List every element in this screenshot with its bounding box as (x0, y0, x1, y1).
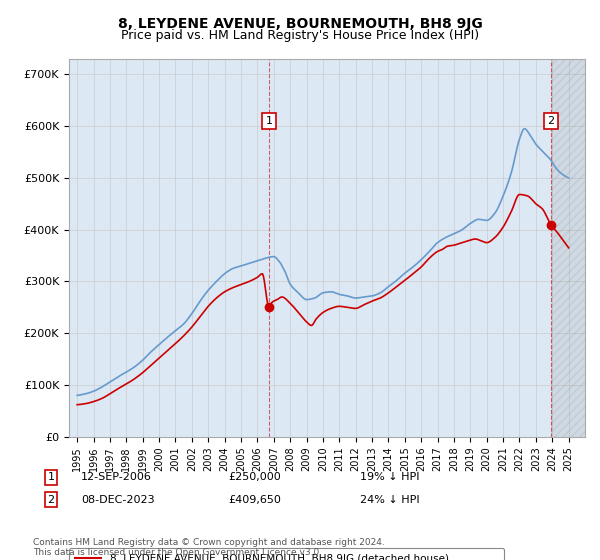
Text: 1: 1 (47, 472, 55, 482)
Text: 2: 2 (47, 494, 55, 505)
Text: £250,000: £250,000 (228, 472, 281, 482)
Bar (551, 59, 585, 437)
Text: 8, LEYDENE AVENUE, BOURNEMOUTH, BH8 9JG: 8, LEYDENE AVENUE, BOURNEMOUTH, BH8 9JG (118, 17, 482, 31)
Text: £409,650: £409,650 (228, 494, 281, 505)
Text: Contains HM Land Registry data © Crown copyright and database right 2024.
This d: Contains HM Land Registry data © Crown c… (33, 538, 385, 557)
Text: 24% ↓ HPI: 24% ↓ HPI (360, 494, 419, 505)
Text: 1: 1 (266, 116, 272, 126)
Text: 08-DEC-2023: 08-DEC-2023 (81, 494, 155, 505)
Legend: 8, LEYDENE AVENUE, BOURNEMOUTH, BH8 9JG (detached house), HPI: Average price, de: 8, LEYDENE AVENUE, BOURNEMOUTH, BH8 9JG … (69, 548, 504, 560)
Text: 19% ↓ HPI: 19% ↓ HPI (360, 472, 419, 482)
Text: Price paid vs. HM Land Registry's House Price Index (HPI): Price paid vs. HM Land Registry's House … (121, 29, 479, 42)
Text: 2: 2 (547, 116, 554, 126)
Text: 12-SEP-2006: 12-SEP-2006 (81, 472, 152, 482)
